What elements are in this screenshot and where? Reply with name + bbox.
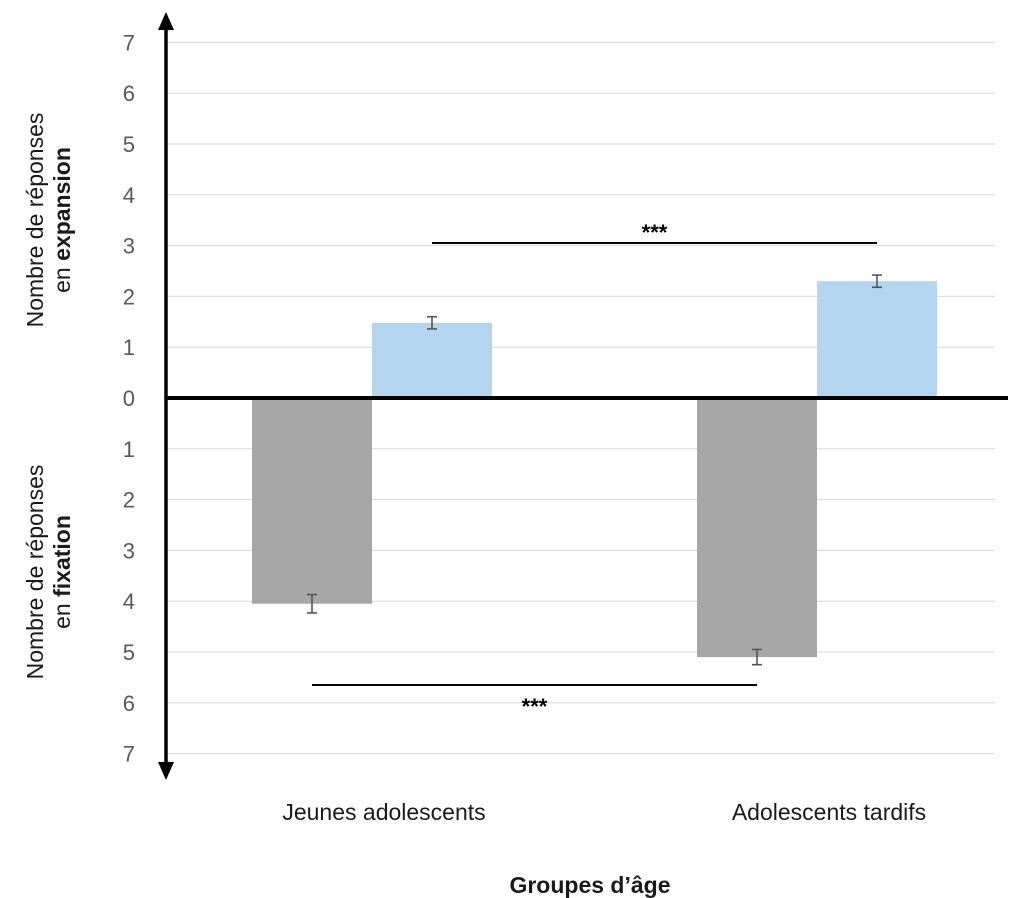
significance-label-0: *** <box>642 220 668 245</box>
y-title-expansion-line2: en expansion <box>49 147 75 293</box>
y-tick-label: 6 <box>123 81 135 106</box>
significance-markers: *** *** <box>312 220 877 719</box>
y-tick-label: 7 <box>123 742 135 767</box>
y-axis-title-fixation: Nombre de réponses en fixation <box>22 465 75 680</box>
error-bar-down-0 <box>307 593 317 614</box>
error-bar-up-1 <box>872 274 882 289</box>
y-tick-label: 6 <box>123 691 135 716</box>
bars <box>252 281 937 658</box>
x-tick-label-tardifs: Adolescents tardifs <box>732 799 926 825</box>
bar-up-0 <box>372 322 492 398</box>
y-tick-label: 1 <box>123 335 135 360</box>
error-bars <box>307 274 882 666</box>
y-axis-arrow-up <box>158 12 174 30</box>
y-tick-label: 7 <box>123 30 135 55</box>
significance-label-1: *** <box>522 694 548 719</box>
x-axis-title: Groupes d’âge <box>509 872 670 898</box>
y-axis-title-expansion: Nombre de réponses en expansion <box>22 113 75 328</box>
y-title-fixation-line1: Nombre de réponses <box>22 465 48 680</box>
y-title-expansion-line1: Nombre de réponses <box>22 113 48 328</box>
y-axis-arrow-down <box>158 762 174 780</box>
y-tick-labels: 7 6 5 4 3 2 1 0 1 2 3 4 5 6 7 <box>123 30 135 766</box>
y-tick-label: 5 <box>123 640 135 665</box>
y-tick-label: 3 <box>123 538 135 563</box>
y-tick-label: 2 <box>123 488 135 513</box>
axes <box>158 12 1008 780</box>
bar-up-1 <box>817 281 937 398</box>
x-tick-label-jeunes: Jeunes adolescents <box>282 799 485 825</box>
y-tick-label: 5 <box>123 132 135 157</box>
y-tick-label: 3 <box>123 234 135 259</box>
y-tick-label: 4 <box>123 589 135 614</box>
y-tick-label: 1 <box>123 437 135 462</box>
bar-down-0 <box>252 398 372 604</box>
y-tick-label: 2 <box>123 284 135 309</box>
y-tick-label: 4 <box>123 183 135 208</box>
y-title-fixation-line2: en fixation <box>49 515 75 629</box>
error-bar-down-1 <box>752 648 762 666</box>
bar-down-1 <box>697 398 817 658</box>
error-bar-up-0 <box>427 315 437 330</box>
y-tick-label: 0 <box>123 386 135 411</box>
